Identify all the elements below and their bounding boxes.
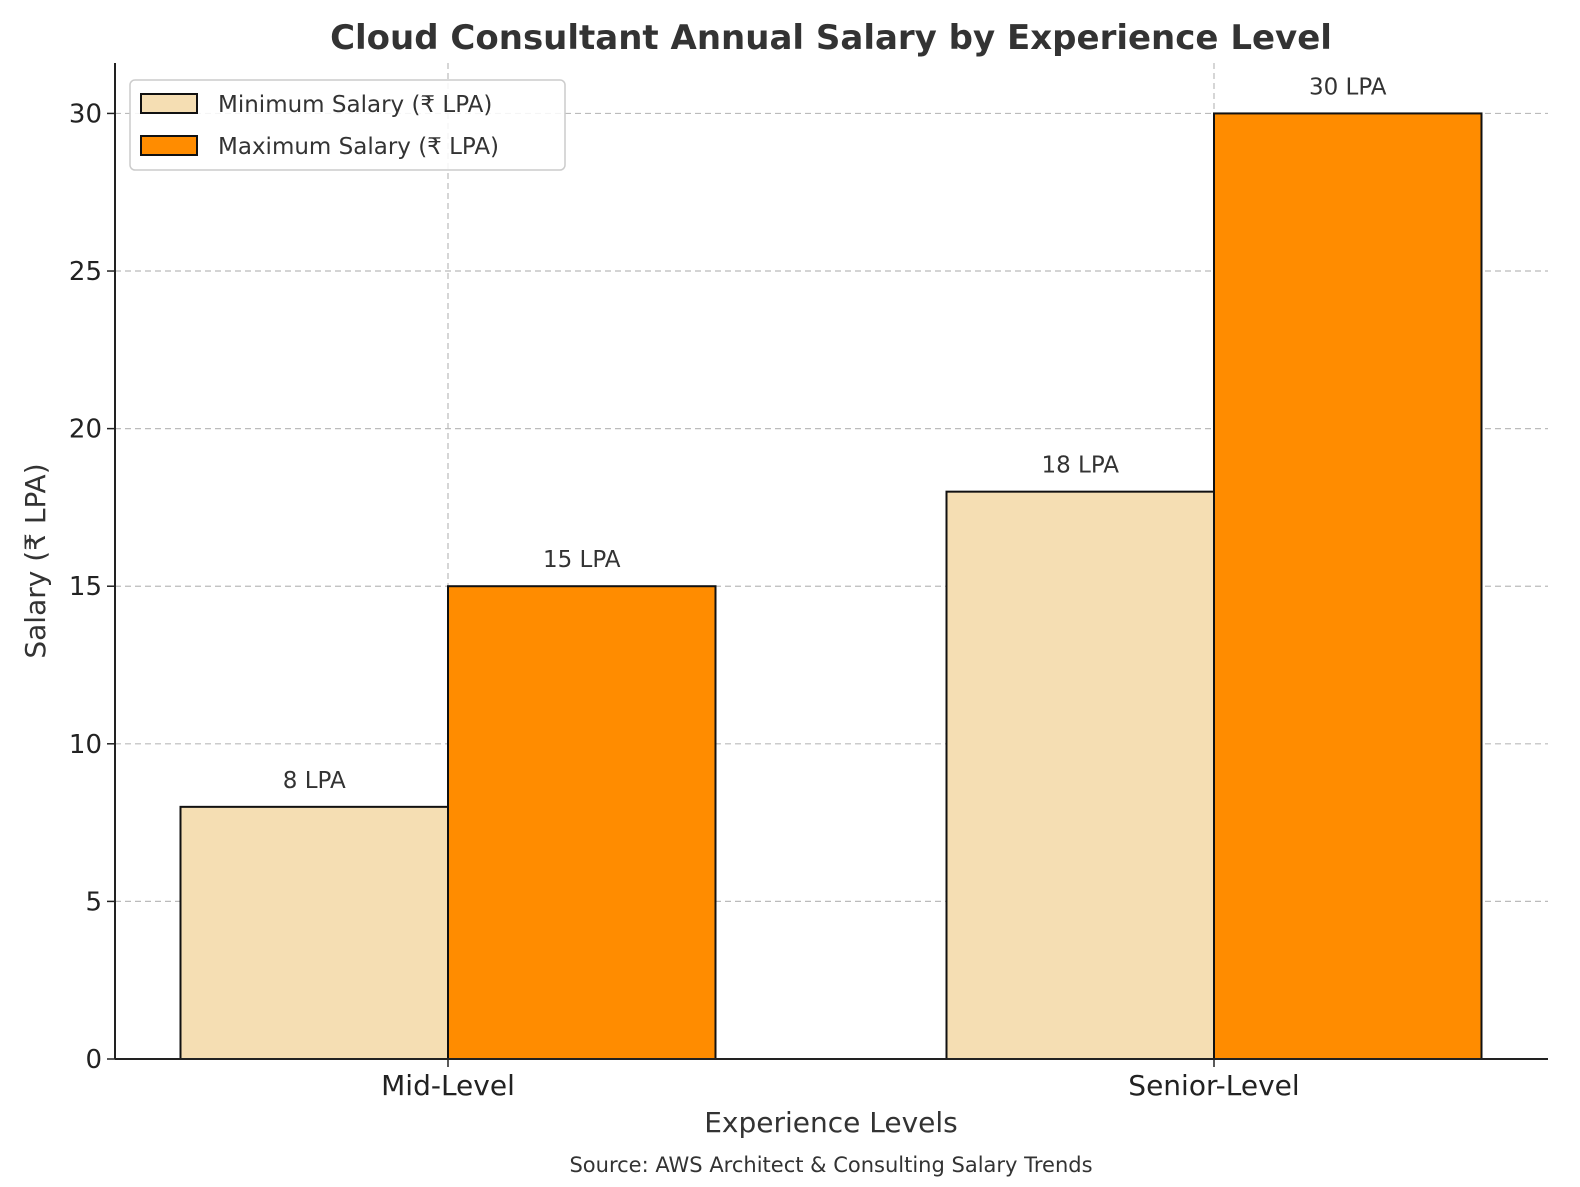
y-tick-label: 25: [69, 257, 102, 287]
y-tick-label: 20: [69, 415, 102, 445]
y-tick-label: 0: [85, 1045, 102, 1075]
bars: [179, 112, 1483, 1061]
legend-frame: [129, 79, 566, 171]
bar-maximum: [447, 585, 717, 1061]
legend-label: Minimum Salary (₹ LPA): [218, 92, 492, 118]
x-tick-label: Senior-Level: [1128, 1069, 1299, 1102]
chart-title: Cloud Consultant Annual Salary by Experi…: [330, 18, 1332, 58]
bar-minimum: [945, 490, 1215, 1061]
bar-minimum: [179, 805, 449, 1060]
y-tick-label: 15: [69, 572, 102, 602]
axes: 0 5 10 15 20 25 30 Mid-Level Senior-Level: [69, 63, 1548, 1102]
bar-maximum: [1213, 112, 1483, 1061]
data-label: 18 LPA: [1041, 453, 1119, 479]
y-tick-label: 5: [85, 887, 102, 917]
legend-label: Maximum Salary (₹ LPA): [218, 134, 499, 160]
data-label: 8 LPA: [283, 768, 346, 794]
source-caption: Source: AWS Architect & Consulting Salar…: [569, 1153, 1092, 1177]
data-label: 30 LPA: [1309, 74, 1387, 100]
legend-swatch: [140, 135, 198, 156]
legend: Minimum Salary (₹ LPA) Maximum Salary (₹ …: [129, 79, 566, 171]
y-axis-label: Salary (₹ LPA): [19, 463, 52, 658]
data-label: 15 LPA: [543, 547, 621, 573]
x-axis-label: Experience Levels: [704, 1106, 958, 1139]
y-tick-label: 30: [69, 99, 102, 129]
y-tick-label: 10: [69, 730, 102, 760]
x-tick-label: Mid-Level: [381, 1069, 515, 1102]
data-labels: 8 LPA 18 LPA 15 LPA 30 LPA: [283, 74, 1387, 793]
legend-swatch: [140, 93, 198, 114]
